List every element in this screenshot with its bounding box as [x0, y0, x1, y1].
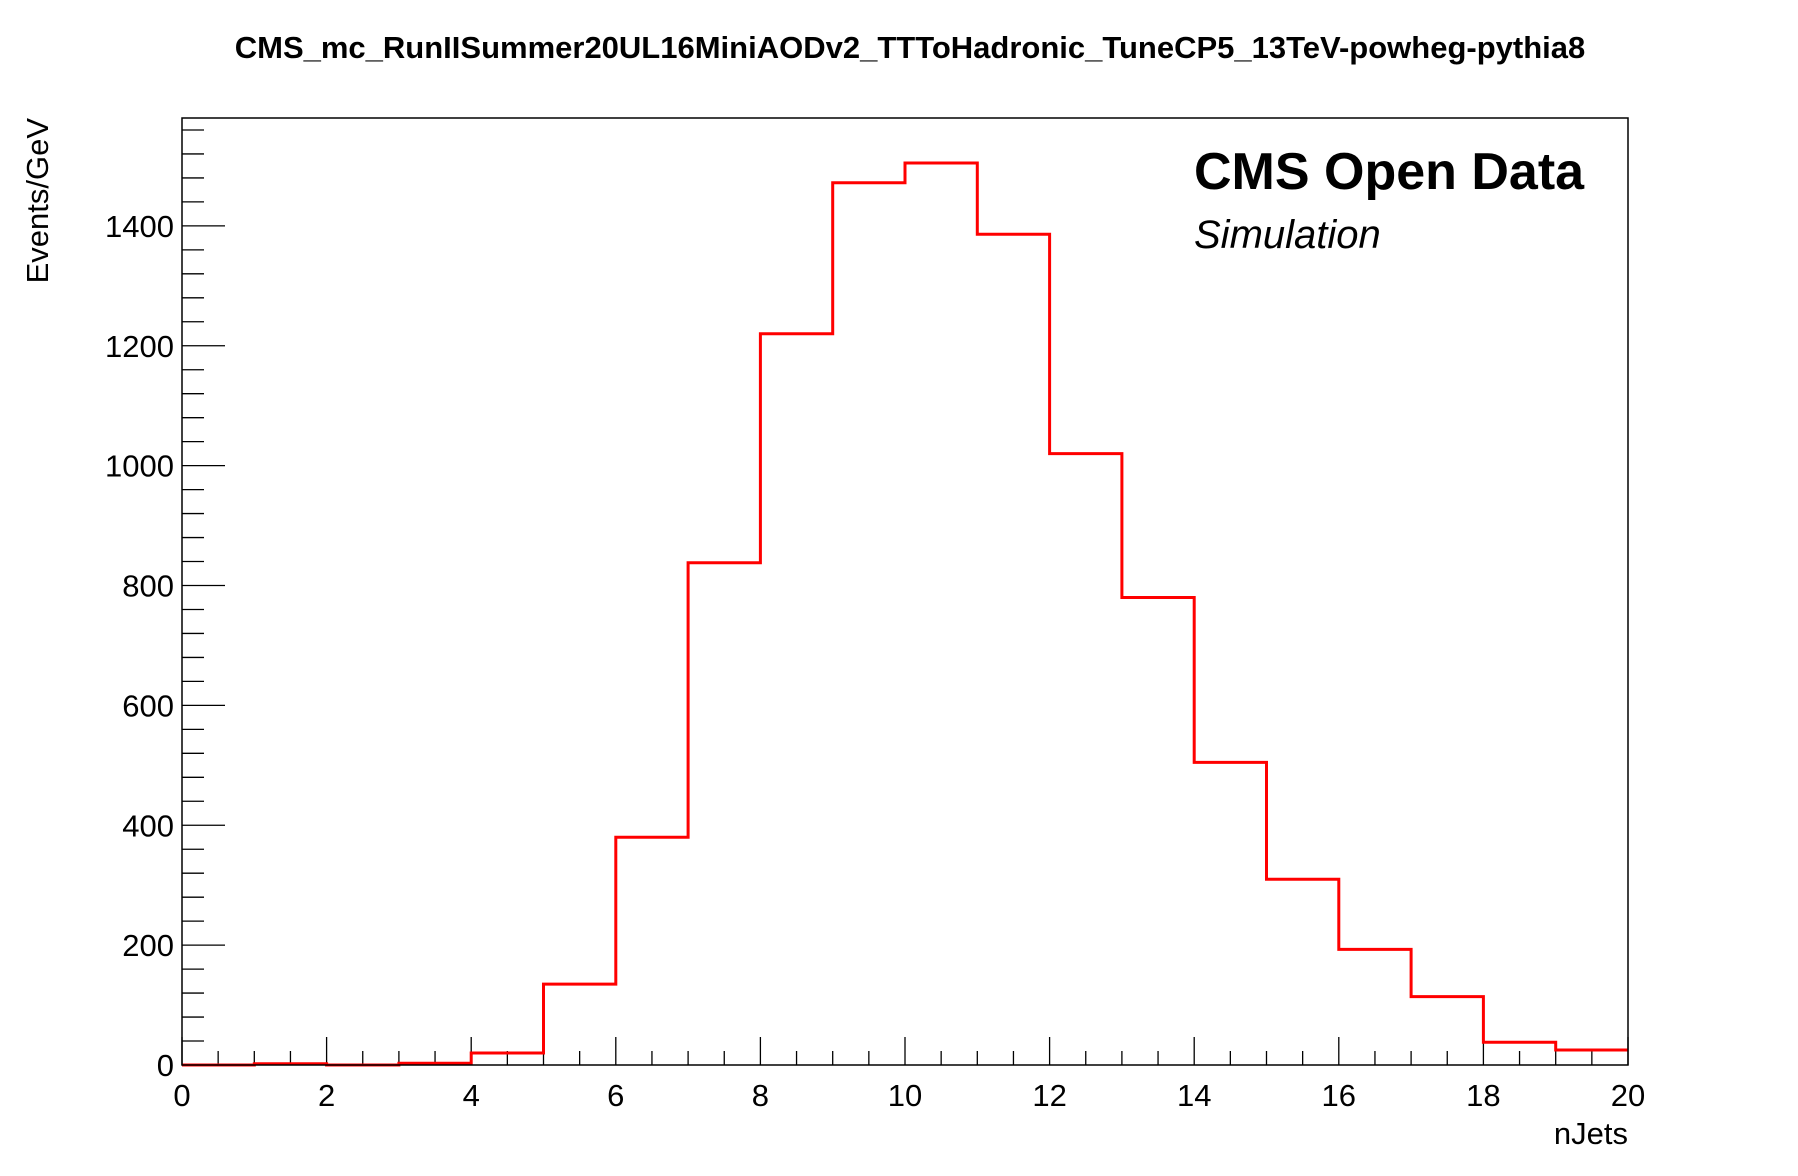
y-tick-label: 1200	[105, 329, 174, 364]
histogram-bin	[688, 563, 760, 1065]
histogram-line	[182, 161, 1628, 1067]
y-tick-label: 800	[122, 569, 174, 604]
tick-labels: 0 2 4 6 8 10 12 14 16 18 2002004006008001000120014…	[105, 209, 1645, 1113]
plot-frame	[181, 117, 1629, 1066]
histogram-bin	[833, 183, 905, 1065]
simulation-label: Simulation	[1194, 213, 1381, 257]
histogram-bin	[1411, 997, 1483, 1065]
histogram-bin	[977, 234, 1049, 1065]
x-axis-title: nJets	[1554, 1116, 1628, 1151]
histogram-bin	[1556, 1050, 1628, 1065]
y-tick-label: 400	[122, 808, 174, 843]
x-tick-label: 12	[1032, 1078, 1066, 1113]
y-axis-title: Events/GeV	[20, 118, 55, 284]
y-tick-label: 1400	[105, 209, 174, 244]
histogram-bin	[760, 334, 832, 1065]
histogram-bin	[1050, 454, 1122, 1065]
x-tick-label: 0	[173, 1078, 190, 1113]
histogram-bin	[616, 837, 688, 1065]
histogram-bin	[1483, 1042, 1555, 1065]
y-tick-label: 1000	[105, 449, 174, 484]
histogram-bin	[544, 984, 616, 1065]
histogram-bin	[905, 163, 977, 1065]
y-tick-label: 200	[122, 928, 174, 963]
experiment-label: CMS Open Data	[1194, 143, 1585, 201]
histogram-bin	[1194, 762, 1266, 1065]
histogram-series	[182, 161, 1628, 1067]
x-tick-label: 14	[1177, 1078, 1211, 1113]
y-tick-label: 0	[157, 1048, 174, 1083]
histogram-bin	[471, 1053, 543, 1065]
histogram-bin	[1267, 879, 1339, 1065]
histogram-bin	[1122, 597, 1194, 1065]
x-tick-label: 4	[463, 1078, 480, 1113]
x-tick-label: 16	[1322, 1078, 1356, 1113]
axis-ticks	[181, 129, 1629, 1066]
x-tick-label: 10	[888, 1078, 922, 1113]
x-tick-label: 18	[1466, 1078, 1500, 1113]
x-tick-label: 6	[607, 1078, 624, 1113]
histogram-bin	[1339, 949, 1411, 1065]
y-tick-label: 600	[122, 688, 174, 723]
x-tick-label: 2	[318, 1078, 335, 1113]
x-tick-label: 20	[1611, 1078, 1645, 1113]
x-tick-label: 8	[752, 1078, 769, 1113]
chart-title: CMS_mc_RunIISummer20UL16MiniAODv2_TTToHa…	[235, 30, 1586, 65]
